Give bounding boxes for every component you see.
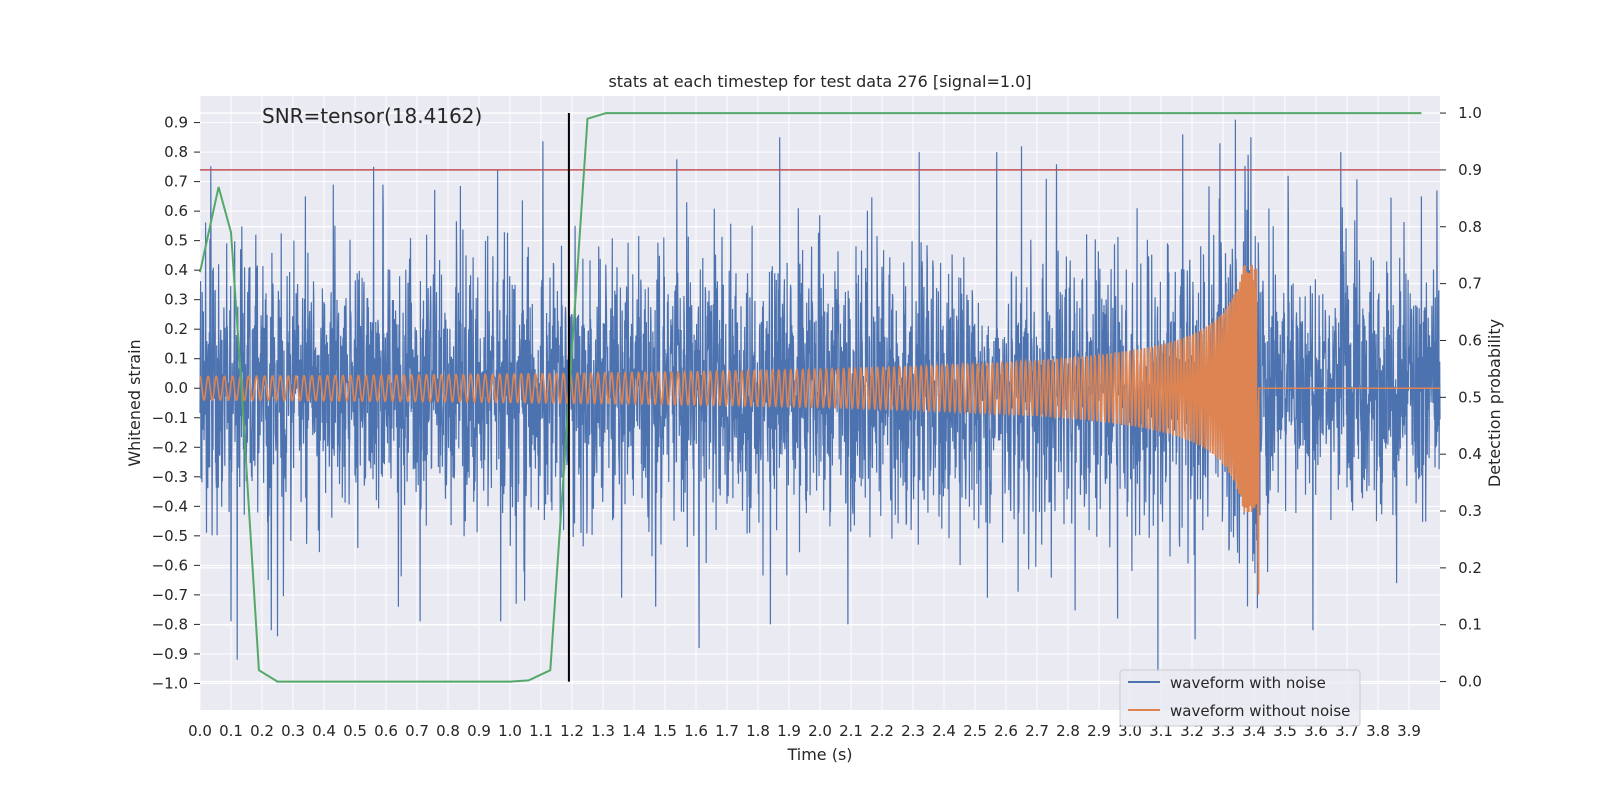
x-tick-label: 0.2 xyxy=(250,722,274,740)
y2-axis-ticks: 1.0 0.9 0.8 0.7 0.6 0.5 0.4 0.3 0.2 0.0 0.1 xyxy=(1440,104,1482,691)
x-tick-label: 1.8 xyxy=(746,722,770,740)
detection-probability-line xyxy=(199,112,1422,683)
x-tick-label: 1.1 xyxy=(529,722,553,740)
y2-tick-label: 0.4 xyxy=(1458,445,1482,463)
y-tick-label: 0.1 xyxy=(164,350,188,368)
x-tick-label: 2.4 xyxy=(932,722,956,740)
waveform-without-noise-line xyxy=(199,264,1440,595)
x-tick-label: 1.3 xyxy=(591,722,615,740)
y-tick-label: −0.6 xyxy=(152,556,188,574)
legend-label-with-noise: waveform with noise xyxy=(1170,674,1326,692)
x-tick-label: 2.2 xyxy=(870,722,894,740)
y-tick-label: −0.1 xyxy=(152,409,188,427)
x-tick-label: 2.5 xyxy=(963,722,987,740)
y2-axis-label: Detection probability xyxy=(1485,319,1504,487)
y-tick-label: 0.7 xyxy=(164,173,188,191)
y-tick-label: −0.5 xyxy=(152,527,188,545)
y-tick-label: −1.0 xyxy=(152,674,188,692)
x-tick-label: 2.6 xyxy=(994,722,1018,740)
y2-tick-label: 0.2 xyxy=(1458,559,1482,577)
y2-tick-label: 1.0 xyxy=(1458,104,1482,122)
x-axis-label: Time (s) xyxy=(786,745,852,764)
y-tick-label: 0.8 xyxy=(164,143,188,161)
y2-tick-label: 0.3 xyxy=(1458,502,1482,520)
x-tick-label: 2.7 xyxy=(1025,722,1049,740)
x-tick-label: 1.4 xyxy=(622,722,646,740)
y2-tick-label: 0.1 xyxy=(1458,616,1482,634)
x-tick-label: 2.1 xyxy=(839,722,863,740)
y2-tick-label: 0.7 xyxy=(1458,275,1482,293)
y2-tick-label: 0.6 xyxy=(1458,331,1482,349)
x-tick-label: 2.3 xyxy=(901,722,925,740)
x-tick-label: 0.7 xyxy=(405,722,429,740)
y-tick-label: 0.6 xyxy=(164,202,188,220)
legend: waveform with noise waveform without noi… xyxy=(1119,669,1361,727)
legend-label-without-noise: waveform without noise xyxy=(1170,702,1350,720)
x-tick-label: 0.1 xyxy=(219,722,243,740)
detection-probability-series xyxy=(199,112,1422,683)
x-tick-label: 0.9 xyxy=(467,722,491,740)
x-tick-label: 1.0 xyxy=(498,722,522,740)
y-tick-label: 0.9 xyxy=(164,114,188,132)
x-tick-label: 2.9 xyxy=(1087,722,1111,740)
y-axis-label: Whitened strain xyxy=(125,339,144,466)
y2-tick-label: 0.9 xyxy=(1458,161,1482,179)
x-tick-label: 0.3 xyxy=(281,722,305,740)
y-tick-label: −0.8 xyxy=(152,615,188,633)
y2-tick-label: 0.8 xyxy=(1458,218,1482,236)
y-tick-label: 0.3 xyxy=(164,291,188,309)
y-tick-label: −0.4 xyxy=(152,497,188,515)
x-tick-label: 0.8 xyxy=(436,722,460,740)
x-tick-label: 1.2 xyxy=(560,722,584,740)
x-tick-label: 3.9 xyxy=(1397,722,1421,740)
waveform-without-noise-series xyxy=(199,264,1440,595)
x-tick-label: 2.0 xyxy=(808,722,832,740)
chart-title: stats at each timestep for test data 276… xyxy=(608,72,1031,91)
x-tick-label: 2.8 xyxy=(1056,722,1080,740)
y-tick-label: −0.2 xyxy=(152,438,188,456)
x-tick-label: 3.8 xyxy=(1366,722,1390,740)
x-tick-label: 0.4 xyxy=(312,722,336,740)
x-tick-label: 0.0 xyxy=(188,722,212,740)
x-tick-label: 1.6 xyxy=(684,722,708,740)
x-tick-label: 1.7 xyxy=(715,722,739,740)
y-tick-label: −0.3 xyxy=(152,468,188,486)
y2-tick-label: 0.0 xyxy=(1458,673,1482,691)
y-tick-label: −0.9 xyxy=(152,645,188,663)
y-tick-label: 0.4 xyxy=(164,261,188,279)
x-tick-label: 0.5 xyxy=(343,722,367,740)
legend-box xyxy=(1119,669,1361,727)
x-tick-label: 0.6 xyxy=(374,722,398,740)
x-tick-label: 1.9 xyxy=(777,722,801,740)
y-tick-label: 0.2 xyxy=(164,320,188,338)
y-tick-label: −0.7 xyxy=(152,586,188,604)
y-tick-label: 0.0 xyxy=(164,379,188,397)
y-axis-ticks: 0.9 0.8 0.7 0.6 0.5 0.4 0.3 0.2 0.1 0.0 −0.1 −0.2 −0… xyxy=(152,114,200,692)
x-tick-label: 1.5 xyxy=(653,722,677,740)
y2-tick-label: 0.5 xyxy=(1458,388,1482,406)
snr-annotation: SNR=tensor(18.4162) xyxy=(262,104,482,128)
y-tick-label: 0.5 xyxy=(164,232,188,250)
